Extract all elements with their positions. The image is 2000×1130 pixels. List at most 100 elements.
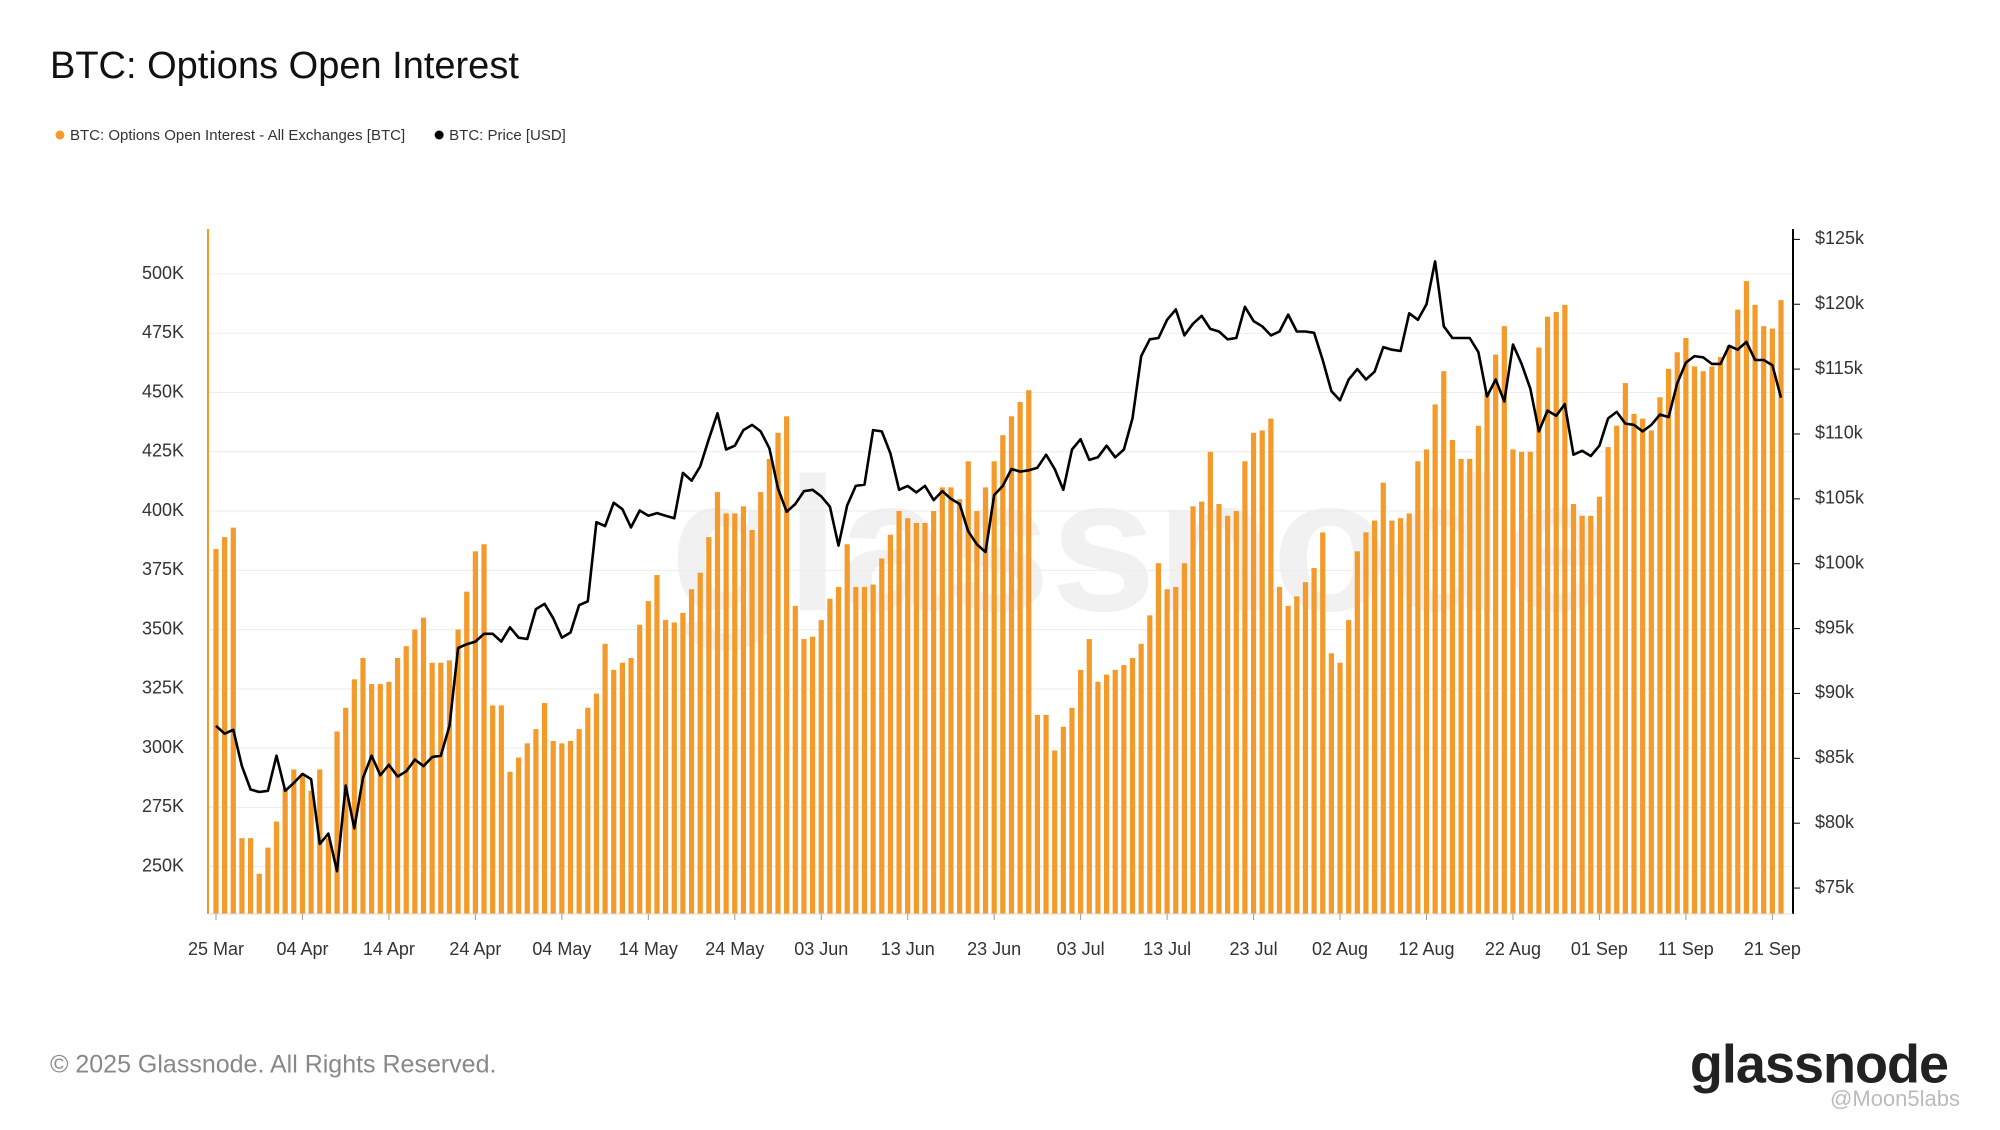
bar — [455, 629, 461, 914]
bar — [1493, 354, 1499, 915]
bar — [1294, 596, 1300, 914]
bar — [1138, 643, 1144, 914]
bar — [265, 847, 271, 914]
bar — [1527, 451, 1533, 914]
bar — [1285, 605, 1291, 914]
bar — [1052, 750, 1058, 914]
bar — [308, 790, 314, 914]
bar — [818, 620, 824, 914]
bar — [965, 461, 971, 914]
y2-tick-label: $75k — [1815, 877, 1855, 897]
bar — [1181, 563, 1187, 914]
bar — [1432, 404, 1438, 914]
legend-label: BTC: Price [USD] — [449, 127, 566, 144]
bar — [1769, 328, 1775, 914]
bar — [645, 601, 651, 914]
bar — [913, 522, 919, 914]
bar — [1242, 461, 1248, 914]
y-tick-label: 450K — [142, 381, 184, 401]
bar — [1060, 726, 1066, 914]
bar — [1216, 503, 1222, 914]
y-tick-label: 475K — [142, 322, 184, 342]
bar — [299, 774, 306, 914]
bar — [740, 506, 747, 914]
bar — [619, 662, 625, 914]
bar — [1207, 451, 1213, 914]
bar — [835, 586, 842, 914]
bar — [1579, 515, 1585, 914]
bar — [1380, 482, 1386, 914]
bar — [1622, 383, 1628, 914]
bar — [1778, 300, 1784, 914]
x-tick-label: 11 Sep — [1658, 939, 1714, 959]
bar — [481, 544, 487, 914]
watermark: @Moon5labs — [1830, 1086, 1960, 1111]
x-tick-label: 14 Apr — [363, 939, 415, 959]
bar — [1026, 390, 1032, 914]
bar — [334, 731, 340, 914]
bar — [1129, 658, 1136, 914]
bar — [879, 558, 885, 914]
bar — [1449, 439, 1456, 914]
bar — [1640, 418, 1646, 914]
bar — [1501, 326, 1507, 914]
bar — [861, 586, 868, 914]
bar — [758, 492, 764, 914]
bar — [1475, 425, 1481, 914]
bar — [680, 612, 686, 914]
bar — [887, 534, 894, 914]
bar — [1441, 371, 1447, 914]
bar — [1363, 532, 1369, 914]
bar — [516, 757, 522, 914]
bar — [1605, 447, 1611, 914]
bar — [446, 660, 453, 914]
x-tick-label: 23 Jun — [967, 939, 1021, 959]
bar — [1155, 563, 1162, 914]
bar — [1103, 674, 1110, 914]
bar — [230, 527, 236, 914]
y2-tick-label: $125k — [1815, 228, 1865, 248]
bar — [1570, 503, 1577, 914]
bar — [1112, 669, 1118, 914]
bar — [222, 537, 228, 914]
bar — [1268, 418, 1274, 914]
x-tick-label: 13 Jun — [881, 939, 935, 959]
bar — [792, 605, 798, 914]
bar — [1648, 430, 1654, 914]
bar — [1536, 347, 1542, 915]
y-tick-label: 275K — [142, 796, 184, 816]
y-tick-label: 500K — [142, 263, 184, 283]
bar — [1717, 356, 1724, 915]
bar — [1320, 532, 1326, 914]
bar — [490, 705, 496, 914]
bar — [1233, 511, 1239, 914]
y2-tick-label: $95k — [1815, 617, 1855, 637]
bar — [1674, 352, 1680, 915]
y-tick-label: 425K — [142, 441, 184, 461]
bar — [611, 669, 617, 914]
bar — [1709, 366, 1715, 914]
x-tick-label: 12 Aug — [1398, 939, 1454, 959]
y-tick-label: 400K — [142, 500, 184, 520]
bar — [1250, 432, 1257, 914]
bar — [273, 821, 280, 914]
y2-tick-label: $100k — [1815, 552, 1865, 572]
bar — [438, 662, 444, 914]
x-tick-label: 22 Aug — [1485, 939, 1541, 959]
bar — [377, 684, 383, 914]
bar — [1086, 639, 1092, 914]
y-tick-label: 375K — [142, 559, 184, 579]
logo: glassnode — [1690, 1034, 1948, 1094]
bar — [1596, 496, 1603, 914]
bar — [991, 461, 997, 914]
bar — [1735, 309, 1741, 914]
bar — [628, 658, 634, 914]
bar — [1406, 513, 1412, 914]
bar — [351, 679, 357, 914]
bar — [1337, 662, 1343, 914]
bar — [1225, 515, 1231, 914]
y2-tick-label: $90k — [1815, 682, 1855, 702]
y2-tick-label: $80k — [1815, 812, 1855, 832]
bar — [1726, 345, 1732, 915]
